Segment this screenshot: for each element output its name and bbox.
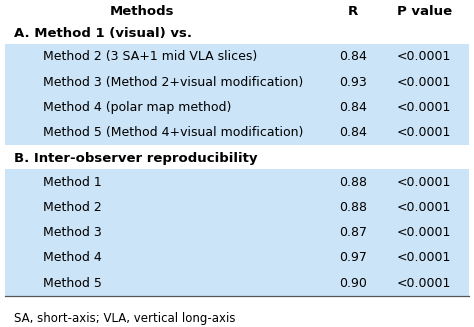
Bar xyxy=(5,271,469,296)
Bar xyxy=(5,44,469,69)
Text: A. Method 1 (visual) vs.: A. Method 1 (visual) vs. xyxy=(14,27,192,40)
Text: 0.84: 0.84 xyxy=(339,101,367,114)
Bar xyxy=(5,120,469,145)
Text: Methods: Methods xyxy=(110,5,174,18)
Text: Method 5: Method 5 xyxy=(43,277,101,290)
Text: <0.0001: <0.0001 xyxy=(397,201,451,214)
Bar xyxy=(5,195,469,220)
Text: 0.88: 0.88 xyxy=(339,176,367,189)
Bar xyxy=(5,69,469,95)
Text: Method 5 (Method 4+visual modification): Method 5 (Method 4+visual modification) xyxy=(43,126,303,139)
Bar xyxy=(5,95,469,120)
Bar xyxy=(5,245,469,271)
Text: <0.0001: <0.0001 xyxy=(397,251,451,265)
Text: <0.0001: <0.0001 xyxy=(397,76,451,89)
Text: <0.0001: <0.0001 xyxy=(397,50,451,63)
Text: Method 2 (3 SA+1 mid VLA slices): Method 2 (3 SA+1 mid VLA slices) xyxy=(43,50,257,63)
Text: B. Inter-observer reproducibility: B. Inter-observer reproducibility xyxy=(14,152,258,165)
Text: Method 1: Method 1 xyxy=(43,176,101,189)
Text: 0.97: 0.97 xyxy=(339,251,367,265)
Bar xyxy=(5,220,469,245)
Text: Method 3: Method 3 xyxy=(43,226,101,239)
Text: 0.88: 0.88 xyxy=(339,201,367,214)
Text: 0.87: 0.87 xyxy=(339,226,367,239)
Text: 0.84: 0.84 xyxy=(339,126,367,139)
Text: Method 4 (polar map method): Method 4 (polar map method) xyxy=(43,101,231,114)
Text: Method 2: Method 2 xyxy=(43,201,101,214)
Text: Method 3 (Method 2+visual modification): Method 3 (Method 2+visual modification) xyxy=(43,76,303,89)
Text: <0.0001: <0.0001 xyxy=(397,277,451,290)
Bar xyxy=(5,169,469,195)
Text: <0.0001: <0.0001 xyxy=(397,126,451,139)
Text: SA, short-axis; VLA, vertical long-axis: SA, short-axis; VLA, vertical long-axis xyxy=(14,312,236,325)
Text: <0.0001: <0.0001 xyxy=(397,101,451,114)
Text: 0.93: 0.93 xyxy=(339,76,367,89)
Text: 0.84: 0.84 xyxy=(339,50,367,63)
Text: P value: P value xyxy=(397,5,452,18)
Text: Method 4: Method 4 xyxy=(43,251,101,265)
Text: <0.0001: <0.0001 xyxy=(397,176,451,189)
Text: R: R xyxy=(348,5,358,18)
Text: <0.0001: <0.0001 xyxy=(397,226,451,239)
Text: 0.90: 0.90 xyxy=(339,277,367,290)
